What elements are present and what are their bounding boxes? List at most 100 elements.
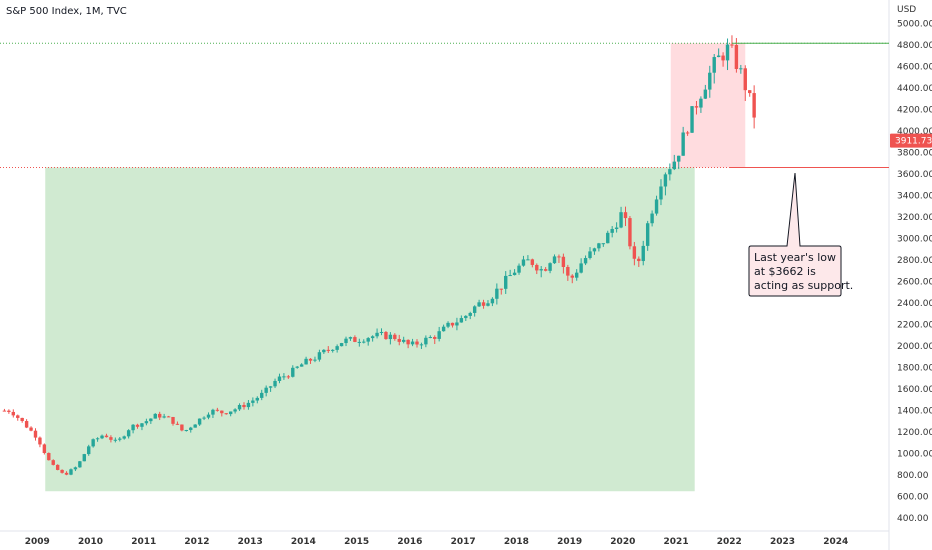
callout-pointer [748,172,842,297]
candle-body [158,413,162,418]
candle-body [650,213,654,224]
candle-body [623,212,628,219]
candle-body [122,436,126,439]
candle-body [433,337,437,339]
candle-body [499,288,503,290]
x-tick-label: 2011 [131,537,156,547]
candle-body [11,411,16,416]
candle-body [344,338,348,344]
candle-body [681,132,685,156]
candle-body [171,416,175,424]
candle-body [153,413,157,419]
candle-body [109,437,113,440]
candle-body [606,232,610,244]
callout-line-3: acting as support. [754,279,853,292]
candle-body [508,275,512,277]
candle-body [78,461,82,468]
candle-body [264,387,268,393]
candle-body [552,256,557,264]
candle-body [268,386,273,388]
candle-body [401,339,406,342]
candle-body [539,269,543,271]
candle-body [60,469,64,473]
candle-body [135,424,140,427]
candle-body [570,275,574,278]
candle-body [601,243,606,245]
candle-body [419,344,424,346]
candle-body [322,349,326,353]
support-callout[interactable]: Last year's low at $3662 is acting as su… [748,172,853,297]
candle-body [450,322,455,326]
candle-body [362,341,366,343]
x-tick-label: 2009 [25,537,50,547]
candle-body [548,263,552,271]
candle-body [455,322,459,326]
candle-body [335,346,339,350]
candle-body [140,423,144,427]
candle-body [331,349,335,351]
time-axis[interactable]: 2009 2010 2011 2012 2013 2014 2015 2016 2017 2018… [25,537,849,547]
candle-body [224,413,228,415]
candle-body [530,259,535,265]
candle-body [277,376,282,381]
candle-body [637,258,641,262]
y-tick-label: 3000.00 [897,235,932,245]
candle-body [357,341,362,343]
candle-body [308,358,313,361]
candle-body [703,89,708,99]
y-tick-label: 800.00 [897,471,929,481]
candle-body [144,421,149,424]
candle-body [388,334,393,340]
candle-body [379,331,384,333]
candle-body [517,265,521,273]
candle-body [725,44,730,61]
y-tick-label: 2000.00 [897,342,932,352]
candle-body [87,446,91,455]
candle-body [246,402,251,408]
candle-body [716,55,721,58]
x-tick-label: 2016 [397,537,422,547]
candle-body [734,44,739,70]
y-tick-label: 3800.00 [897,149,932,159]
candle-body [215,409,220,411]
candle-body [574,272,579,278]
candle-body [521,259,526,266]
candle-body [95,438,100,440]
candle-body [51,460,55,465]
candle-body [384,331,388,340]
last-price-value: 3911.73 [895,137,932,147]
candle-body [375,332,379,337]
candle-body [406,339,410,345]
candle-body [397,338,401,342]
candle-body [504,275,508,289]
candle-body [73,467,78,470]
candle-body [410,341,415,345]
candle-body [672,161,676,170]
candle-body [561,256,566,267]
candle-body [118,438,122,440]
candle-body [614,227,619,229]
candle-body [189,427,193,431]
candle-body [220,410,224,414]
candle-body [326,349,330,351]
candle-body [291,367,295,377]
candle-body [495,288,499,299]
candle-body [712,57,716,73]
y-tick-label: 2400.00 [897,299,932,309]
candle-body [55,464,60,470]
chart-title: S&P 500 Index, 1M, TVC [6,6,127,17]
candle-body [2,410,7,412]
candle-body [251,400,255,403]
candle-body [166,416,171,418]
candle-body [597,243,601,249]
y-tick-label: 2200.00 [897,321,932,331]
candle-body [104,435,109,438]
candle-body [557,256,561,258]
candle-body [42,444,47,454]
candle-body [317,352,322,360]
candle-body [690,106,694,133]
y-tick-label: 1000.00 [897,450,932,460]
price-axis[interactable]: 400.00 600.00 800.00 1000.00 1200.00 1400.00 1… [897,20,932,524]
candle-body [304,358,308,365]
